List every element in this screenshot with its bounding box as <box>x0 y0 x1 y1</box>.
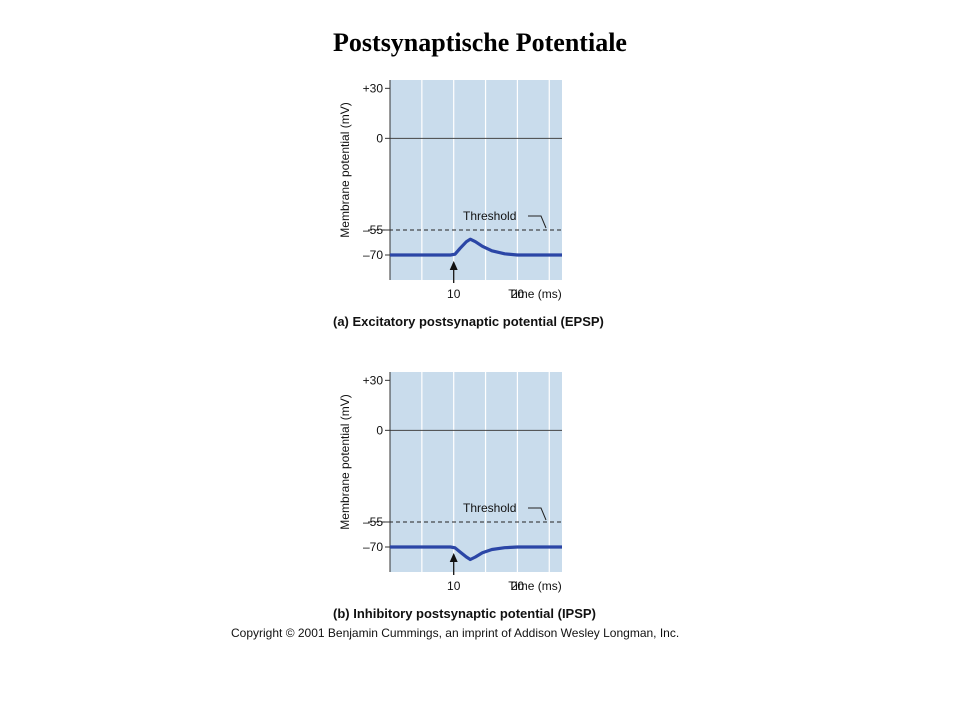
y-axis-label: Membrane potential (mV) <box>338 394 352 529</box>
plot-area <box>390 80 562 280</box>
chart-caption: (a) Excitatory postsynaptic potential (E… <box>333 314 604 329</box>
plot-area <box>390 372 562 572</box>
y-tick-label: +30 <box>363 373 384 387</box>
y-axis-label: Membrane potential (mV) <box>338 102 352 237</box>
y-tick-label: –70 <box>363 540 383 554</box>
page-title: Postsynaptische Potentiale <box>333 28 627 57</box>
y-tick-label: –70 <box>363 248 383 262</box>
threshold-label: Threshold <box>463 209 516 223</box>
membrane-trace <box>390 545 562 562</box>
copyright-notice: Copyright © 2001 Benjamin Cummings, an i… <box>231 626 680 640</box>
threshold-leader <box>528 215 547 229</box>
y-tick-label: +30 <box>363 81 384 95</box>
x-tick-label: 20 <box>511 579 525 593</box>
x-tick-label: 10 <box>447 287 461 301</box>
y-tick-label: –55 <box>363 515 383 529</box>
y-tick-label: –55 <box>363 223 383 237</box>
stimulus-arrow-icon <box>449 553 458 562</box>
threshold-leader <box>528 507 547 521</box>
chart-caption: (b) Inhibitory postsynaptic potential (I… <box>333 606 596 621</box>
x-axis-label: Time (ms) <box>508 287 562 301</box>
membrane-trace <box>390 237 562 257</box>
x-tick-label: 20 <box>511 287 525 301</box>
x-tick-label: 10 <box>447 579 461 593</box>
y-tick-label: 0 <box>376 131 383 145</box>
y-tick-label: 0 <box>376 423 383 437</box>
threshold-label: Threshold <box>463 501 516 515</box>
x-axis-label: Time (ms) <box>508 579 562 593</box>
stimulus-arrow-icon <box>449 261 458 270</box>
